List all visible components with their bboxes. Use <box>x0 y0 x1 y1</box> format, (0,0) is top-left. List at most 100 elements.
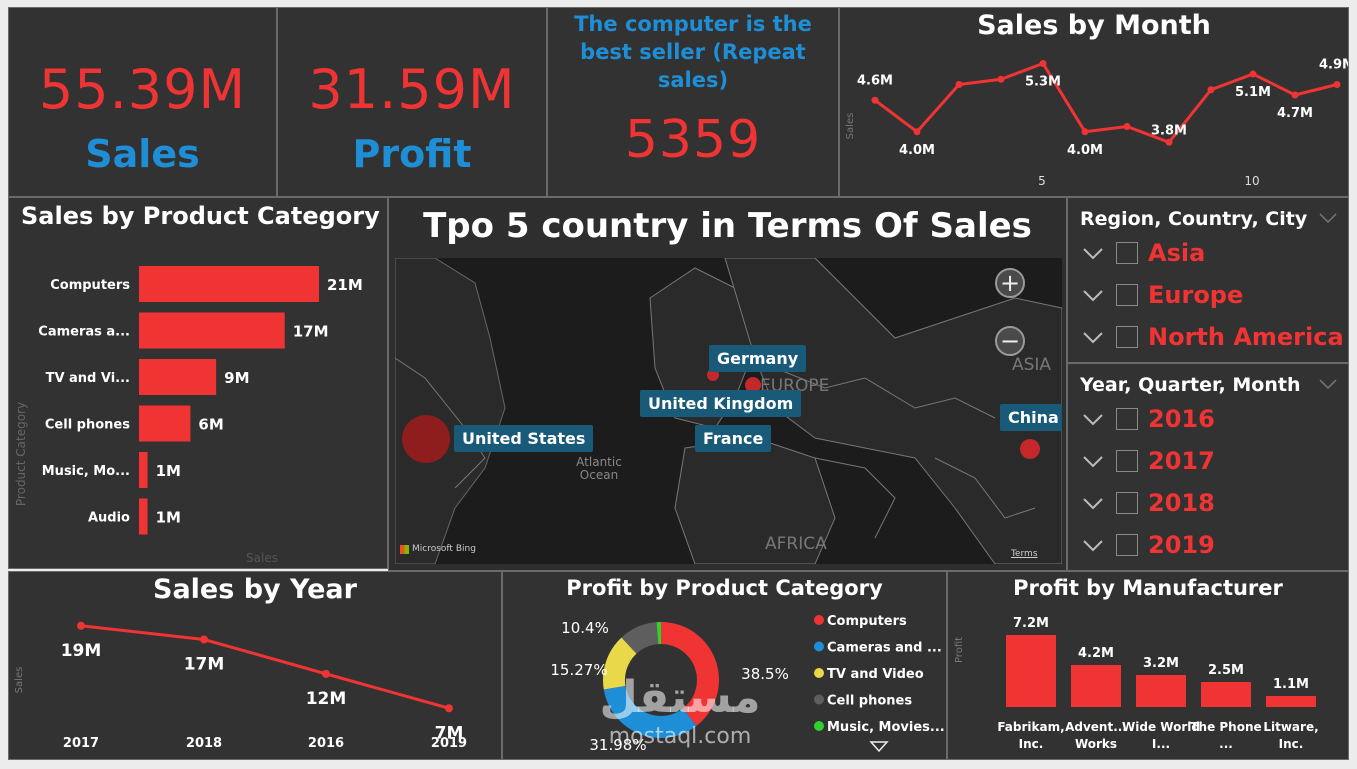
month-point[interactable] <box>1333 81 1341 88</box>
month-point[interactable] <box>1123 123 1131 130</box>
region-item[interactable]: Asia <box>1082 238 1205 268</box>
profit-by-category-panel[interactable]: Profit by Product Category 38.5% 31.98% 15… <box>502 571 947 760</box>
map-label-united-states[interactable]: United States <box>454 425 594 452</box>
region-checkbox[interactable] <box>1116 326 1138 348</box>
map-bubble-united-states[interactable] <box>402 415 450 463</box>
region-slicer[interactable]: Region, Country, City Asia Europe North Am… <box>1067 197 1349 363</box>
map-bubble-united-kingdom[interactable] <box>707 369 719 381</box>
year-checkbox[interactable] <box>1116 534 1138 556</box>
month-point[interactable] <box>913 128 921 136</box>
expand-chevron-icon[interactable] <box>1082 450 1104 472</box>
kpi-profit-card: 31.59M Profit <box>277 7 547 197</box>
year-checkbox[interactable] <box>1116 450 1138 472</box>
region-checkbox[interactable] <box>1116 284 1138 306</box>
top-countries-map-panel[interactable]: Tpo 5 country in Terms Of Sales EUROPE A… <box>388 197 1067 571</box>
expand-chevron-icon[interactable] <box>1082 284 1104 306</box>
category-bar[interactable] <box>139 266 319 302</box>
year-item[interactable]: 2018 <box>1082 488 1215 518</box>
sales-by-month-chart[interactable]: Sales 5 10 4.6M 4.0M 5.3M 4.0M 3.8M 5.1M 4.7M 4… <box>840 8 1349 197</box>
sales-by-category-chart[interactable]: Product Category Sales Computers 21M Camer… <box>9 198 388 569</box>
category-data-label: 17M <box>293 323 329 341</box>
category-bar[interactable] <box>139 359 217 395</box>
donut-slice[interactable] <box>661 622 719 726</box>
year-tick-label: 2019 <box>431 736 467 751</box>
year-point[interactable] <box>322 669 330 678</box>
year-item[interactable]: 2016 <box>1082 404 1215 434</box>
map-bubble-germany[interactable] <box>745 377 761 393</box>
map-label-germany[interactable]: Germany <box>709 345 807 372</box>
month-point[interactable] <box>1081 128 1089 136</box>
donut-slice[interactable] <box>603 637 637 690</box>
month-point[interactable] <box>997 75 1005 83</box>
sales-by-month-panel[interactable]: Sales by Month Sales 5 10 4.6M 4.0M 5.3M 4.… <box>839 7 1349 197</box>
expand-chevron-icon[interactable] <box>1082 326 1104 348</box>
expand-chevron-icon[interactable] <box>1082 492 1104 514</box>
month-point[interactable] <box>1291 91 1299 99</box>
sales-by-category-panel[interactable]: Sales by Product Category Product Catego… <box>8 197 388 569</box>
region-slicer-collapse-icon[interactable] <box>1318 212 1338 224</box>
sales-by-year-chart[interactable]: Sales 19M 17M 12M 7M 2017 2018 2016 2019 <box>9 572 502 760</box>
expand-chevron-icon[interactable] <box>1082 534 1104 556</box>
year-point[interactable] <box>200 635 208 644</box>
map-canvas[interactable]: EUROPE ASIA AFRICA Atlantic Ocean German… <box>395 258 1062 564</box>
month-point[interactable] <box>871 96 879 104</box>
region-checkbox[interactable] <box>1116 242 1138 264</box>
year-point[interactable] <box>77 621 85 630</box>
year-point[interactable] <box>445 704 453 713</box>
manufacturer-tick-label: Litware, <box>1263 720 1318 734</box>
zoom-in-button[interactable]: + <box>995 268 1025 298</box>
map-label-france[interactable]: France <box>695 425 772 452</box>
region-item-label: Europe <box>1148 281 1244 309</box>
region-item[interactable]: North America <box>1082 322 1344 352</box>
map-label-united-kingdom[interactable]: United Kingdom <box>640 390 802 417</box>
month-point[interactable] <box>1165 138 1173 146</box>
profit-by-manufacturer-panel[interactable]: Profit by Manufacturer Profit 7.2M Fabrik… <box>947 571 1349 760</box>
month-point[interactable] <box>955 81 963 88</box>
manufacturer-bar[interactable] <box>1006 635 1056 707</box>
category-bar[interactable] <box>139 405 191 442</box>
category-bar[interactable] <box>139 312 285 349</box>
donut-slice[interactable] <box>603 685 697 738</box>
year-checkbox[interactable] <box>1116 408 1138 430</box>
month-point[interactable] <box>1039 60 1047 67</box>
category-bar[interactable] <box>139 452 148 488</box>
month-point[interactable] <box>1249 70 1257 78</box>
donut-slice[interactable] <box>656 622 661 645</box>
expand-chevron-icon[interactable] <box>1082 242 1104 264</box>
legend-scroll-down-icon[interactable] <box>869 741 889 753</box>
year-ylabel: Sales <box>14 667 25 694</box>
month-point[interactable] <box>1207 86 1215 94</box>
profit-by-category-title: Profit by Product Category <box>566 576 883 600</box>
legend-swatch <box>814 694 824 705</box>
donut-data-label: 31.98% <box>589 736 646 754</box>
year-series-line <box>80 624 450 710</box>
year-item[interactable]: 2017 <box>1082 446 1215 476</box>
manufacturer-bar[interactable] <box>1201 682 1251 707</box>
donut-slice[interactable] <box>621 622 659 654</box>
map-label-china[interactable]: China <box>1000 404 1062 431</box>
region-item[interactable]: Europe <box>1082 280 1243 310</box>
profit-by-manufacturer-chart[interactable]: Profit 7.2M Fabrikam, Inc. 4.2M Advent... Wor… <box>948 572 1349 760</box>
map-bubble-china[interactable] <box>1020 439 1040 459</box>
donut-data-label: 15.27% <box>550 661 607 679</box>
zoom-out-button[interactable]: − <box>995 326 1025 356</box>
sales-by-year-panel[interactable]: Sales by Year Sales 19M 17M 12M 7M 2017 2018 2… <box>8 571 502 760</box>
map-terms-link[interactable]: Terms <box>1011 549 1038 559</box>
map-title: Tpo 5 country in Terms Of Sales <box>423 206 1032 246</box>
region-slicer-title: Region, Country, City <box>1080 208 1308 230</box>
year-checkbox[interactable] <box>1116 492 1138 514</box>
category-data-label: 21M <box>327 276 363 294</box>
category-bar[interactable] <box>139 498 148 535</box>
month-data-label: 4.0M <box>899 143 935 158</box>
category-tick-label: Cameras a... <box>38 325 130 340</box>
profit-by-category-chart[interactable]: 38.5% 31.98% 15.27% 10.4% Computers Cameras a… <box>503 572 947 760</box>
manufacturer-bar[interactable] <box>1071 665 1121 707</box>
year-item[interactable]: 2019 <box>1082 530 1215 560</box>
expand-chevron-icon[interactable] <box>1082 408 1104 430</box>
manufacturer-bar[interactable] <box>1136 675 1186 707</box>
manufacturer-bar[interactable] <box>1266 696 1316 707</box>
year-slicer-collapse-icon[interactable] <box>1318 378 1338 390</box>
year-slicer[interactable]: Year, Quarter, Month 2016 2017 2018 2019 <box>1067 363 1349 571</box>
year-item-label: 2019 <box>1148 531 1215 559</box>
month-data-label: 5.1M <box>1235 85 1271 100</box>
